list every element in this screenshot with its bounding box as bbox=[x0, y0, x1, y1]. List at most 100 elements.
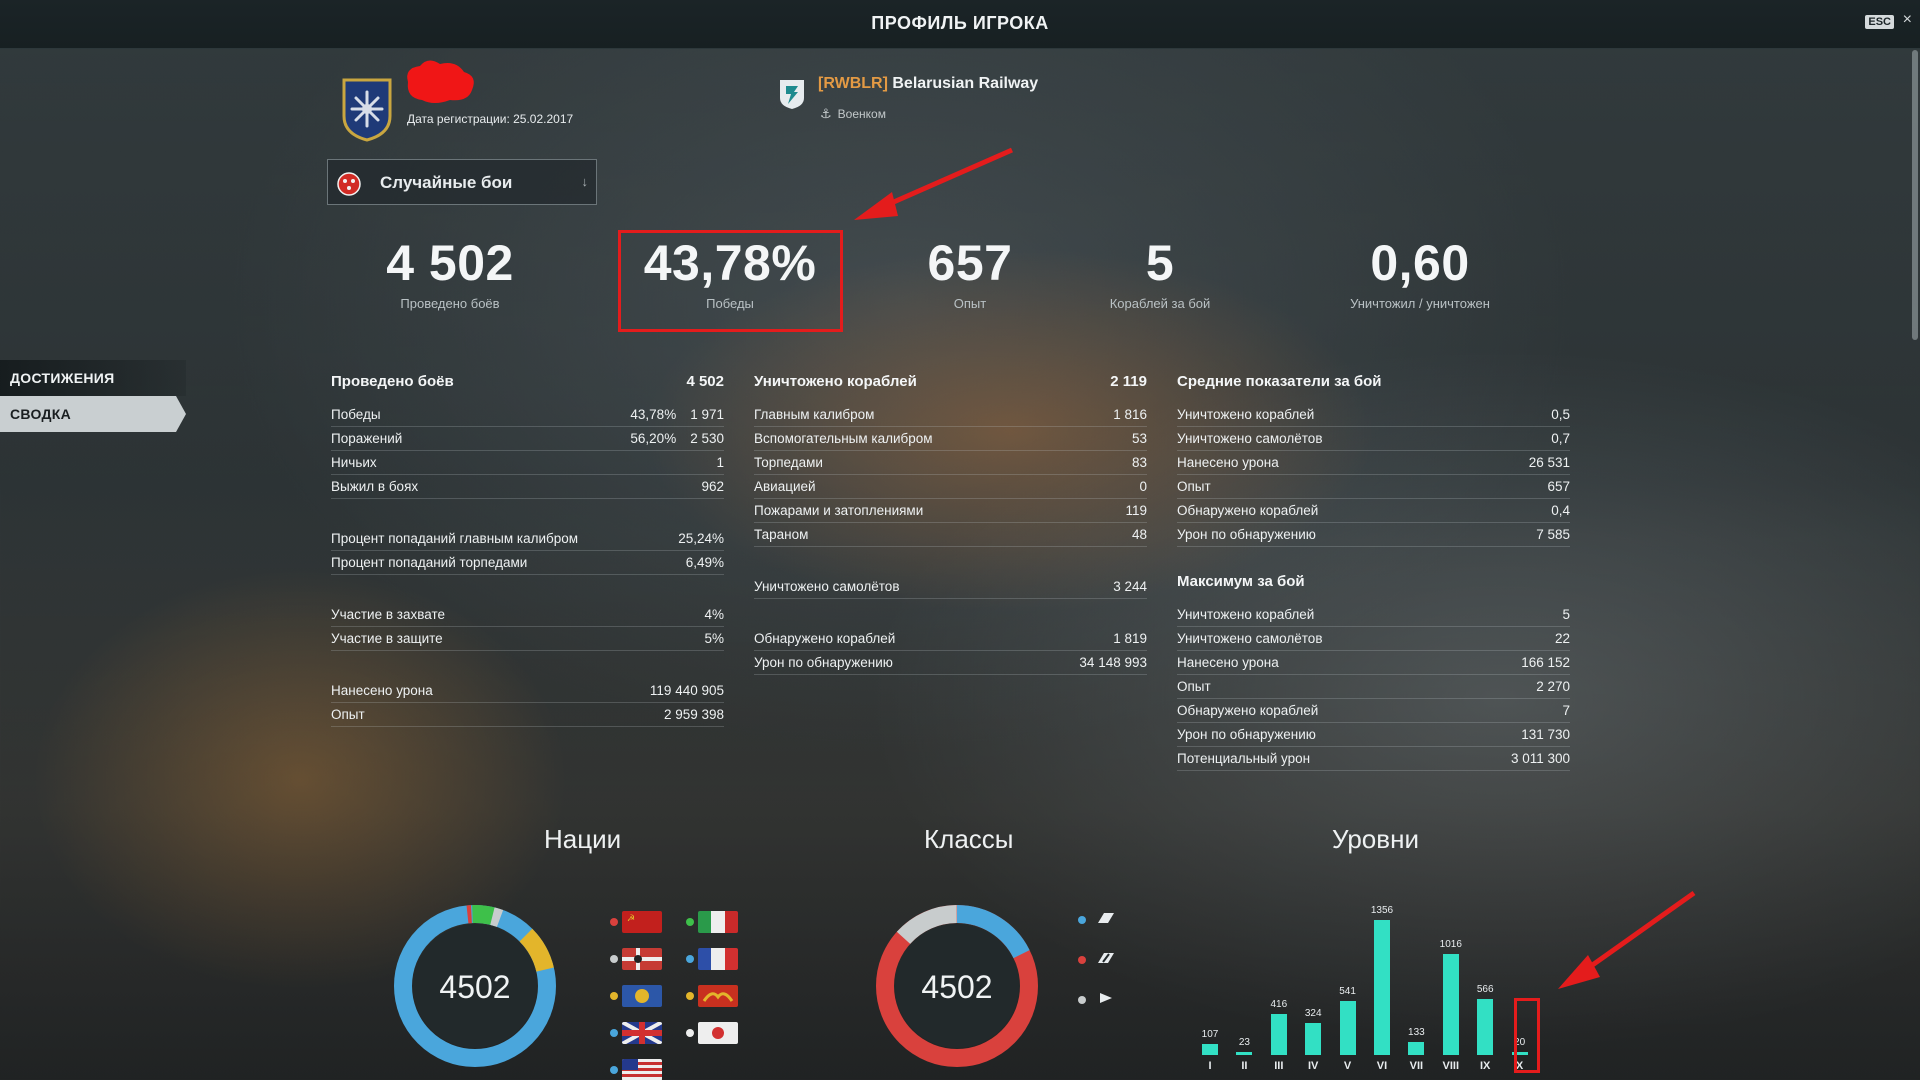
table-row: Тараном 48 bbox=[754, 523, 1147, 547]
table-row: Выжил в боях 962 bbox=[331, 475, 724, 499]
table-row: Поражений 56,20% 2 530 bbox=[331, 427, 724, 451]
average-table: Средние показатели за бой Уничтожено кор… bbox=[1177, 373, 1570, 771]
row-label: Нанесено урона bbox=[1177, 655, 1279, 670]
legend-dot bbox=[1078, 916, 1086, 924]
row-label: Участие в захвате bbox=[331, 607, 445, 622]
row-value: 53 bbox=[1131, 431, 1147, 446]
legend-dot bbox=[1078, 996, 1086, 1004]
flag-germany-icon[interactable] bbox=[622, 948, 662, 970]
class-destroyer-icon[interactable] bbox=[1096, 911, 1116, 925]
clan-info[interactable]: [RWBLR] Belarusian Railway bbox=[818, 75, 1038, 93]
tier-label-III: III bbox=[1274, 1060, 1284, 1072]
nav-summary[interactable]: СВОДКА bbox=[0, 396, 186, 432]
row-value: 119 bbox=[1125, 503, 1147, 518]
tier-bar-IX[interactable] bbox=[1477, 998, 1494, 1055]
maximum-header: Максимум за бой bbox=[1177, 573, 1570, 597]
battles-total: 4 502 bbox=[686, 373, 724, 390]
row-value: 5% bbox=[704, 631, 724, 646]
class-battleship-icon[interactable] bbox=[1098, 991, 1114, 1005]
clan-role: ⚓ Военком bbox=[820, 106, 886, 122]
row-label: Опыт bbox=[331, 707, 365, 722]
row-label: Тараном bbox=[754, 527, 809, 542]
classes-title: Классы bbox=[924, 824, 1014, 854]
clan-tag[interactable]: [RWBLR] bbox=[818, 75, 888, 92]
row-value: 26 531 bbox=[1528, 455, 1570, 470]
table-row: Опыт 2 959 398 bbox=[331, 703, 724, 727]
tier-label-VII: VII bbox=[1409, 1060, 1424, 1072]
flag-ussr-icon[interactable]: ☭ bbox=[622, 911, 662, 933]
tier-label-II: II bbox=[1241, 1060, 1248, 1072]
destroyed-header: Уничтожено кораблей 2 119 bbox=[754, 373, 1147, 397]
tier-label-IV: IV bbox=[1307, 1060, 1319, 1072]
player-emblem-icon bbox=[342, 78, 392, 142]
window-title: ПРОФИЛЬ ИГРОКА bbox=[871, 13, 1049, 33]
row-label: Урон по обнаружению bbox=[754, 655, 893, 670]
stat-experience-value: 657 bbox=[927, 235, 1013, 291]
flag-usa-icon[interactable] bbox=[622, 1059, 662, 1080]
battle-mode-value: Случайные бои bbox=[380, 173, 513, 192]
tier-bar-X[interactable] bbox=[1511, 1052, 1528, 1055]
stat-kd-ratio-label: Уничтожил / уничтожен bbox=[1350, 296, 1490, 311]
tier-x-highlight-box bbox=[1514, 998, 1540, 1073]
nav-achievements[interactable]: ДОСТИЖЕНИЯ bbox=[0, 360, 186, 396]
tier-bar-I[interactable] bbox=[1202, 1044, 1218, 1055]
row-value: 0,5 bbox=[1551, 407, 1570, 422]
tier-bar-VI[interactable] bbox=[1374, 920, 1390, 1055]
tier-label-IX: IX bbox=[1479, 1060, 1491, 1072]
flag-france-icon[interactable] bbox=[698, 948, 738, 970]
flag-japan-icon[interactable] bbox=[698, 1022, 738, 1044]
tier-bar-IV[interactable] bbox=[1305, 1022, 1322, 1055]
row-value: 25,24% bbox=[678, 531, 724, 546]
registration-date: Дата регистрации: 25.02.2017 bbox=[407, 112, 574, 126]
nations-donut-chart[interactable]: 4502 bbox=[393, 904, 557, 1068]
row-label: Опыт bbox=[1177, 679, 1211, 694]
tier-bar-V[interactable] bbox=[1339, 1001, 1356, 1055]
flag-commonwealth-icon[interactable] bbox=[622, 985, 662, 1007]
table-row: Опыт 657 bbox=[1177, 475, 1570, 499]
classes-donut-chart[interactable]: 4502 bbox=[875, 904, 1039, 1068]
row-value: 5 bbox=[1562, 607, 1570, 622]
row-value: 0,7 bbox=[1551, 431, 1570, 446]
tier-bar-VIII[interactable] bbox=[1442, 953, 1459, 1055]
table-row: Уничтожено самолётов 22 bbox=[1177, 627, 1570, 651]
flag-panasia-icon[interactable] bbox=[698, 985, 738, 1007]
winrate-highlight-box bbox=[618, 230, 843, 332]
row-label: Обнаружено кораблей bbox=[1177, 503, 1319, 518]
flag-uk-icon[interactable] bbox=[622, 1022, 662, 1044]
stat-kd-ratio: 0,60 Уничтожил / уничтожен bbox=[1330, 238, 1510, 311]
row-label: Торпедами bbox=[754, 455, 823, 470]
row-value: 1 971 bbox=[690, 407, 724, 422]
row-value: 119 440 905 bbox=[649, 683, 724, 698]
row-value: 6,49% bbox=[685, 555, 724, 570]
tier-bar-III[interactable] bbox=[1270, 1013, 1287, 1055]
flag-italy-icon[interactable] bbox=[698, 911, 738, 933]
esc-key-hint[interactable]: ESC bbox=[1865, 15, 1894, 29]
row-label: Урон по обнаружению bbox=[1177, 727, 1316, 742]
table-row: Победы 43,78% 1 971 bbox=[331, 403, 724, 427]
battles-header: Проведено боёв 4 502 bbox=[331, 373, 724, 397]
legend-dot bbox=[610, 1029, 618, 1037]
row-label: Авиацией bbox=[754, 479, 816, 494]
table-row: Участие в захвате 4% bbox=[331, 603, 724, 627]
row-value: 2 530 bbox=[690, 431, 724, 446]
row-value: 2 270 bbox=[1536, 679, 1570, 694]
close-icon[interactable]: × bbox=[1902, 11, 1912, 28]
battle-mode-dropdown[interactable]: Случайные бои ↓ bbox=[327, 159, 597, 205]
stat-winrate-label: Победы bbox=[706, 296, 754, 311]
row-label: Ничьих bbox=[331, 455, 377, 470]
row-label: Уничтожено кораблей bbox=[1177, 607, 1315, 622]
stat-battles: 4 502 Проведено боёв bbox=[370, 238, 530, 311]
tier-bar-II[interactable] bbox=[1236, 1052, 1253, 1055]
clan-name[interactable]: Belarusian Railway bbox=[892, 75, 1039, 92]
row-value: 22 bbox=[1554, 631, 1570, 646]
row-label: Вспомогательным калибром bbox=[754, 431, 933, 446]
scrollbar[interactable] bbox=[1912, 50, 1918, 340]
row-value: 0,4 bbox=[1551, 503, 1570, 518]
tier-label-VIII: VIII bbox=[1442, 1060, 1460, 1072]
tier-bar-VII[interactable] bbox=[1408, 1041, 1425, 1055]
row-value: 131 730 bbox=[1521, 727, 1570, 742]
dropdown-arrow-icon: ↓ bbox=[581, 174, 589, 189]
class-cruiser-icon[interactable] bbox=[1096, 951, 1116, 965]
svg-text:☭: ☭ bbox=[627, 913, 635, 923]
stat-ships-per-battle-label: Кораблей за бой bbox=[1109, 296, 1211, 311]
